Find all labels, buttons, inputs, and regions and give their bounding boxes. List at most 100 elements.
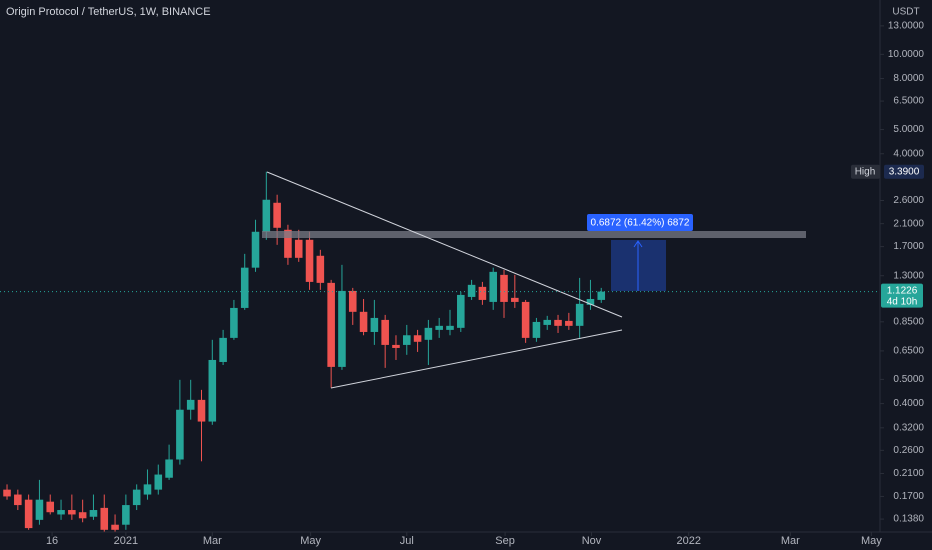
y-tick-label: 10.0000 xyxy=(888,49,925,60)
y-tick-label: 2.1000 xyxy=(893,218,924,229)
candle-body xyxy=(435,325,443,330)
x-tick-label: 2021 xyxy=(114,535,138,547)
candle-body xyxy=(240,267,249,308)
y-tick-label: 13.0000 xyxy=(888,21,925,32)
trend-line xyxy=(266,171,623,318)
candle-body xyxy=(273,202,281,228)
candle-body xyxy=(165,459,173,478)
y-tick-label: 0.1380 xyxy=(893,514,924,525)
candle-body xyxy=(122,505,130,525)
y-tick-label: 0.4000 xyxy=(893,398,924,409)
candle-body xyxy=(3,489,11,497)
y-tick-label: 4.0000 xyxy=(893,148,924,159)
candle-body xyxy=(316,255,325,283)
high-value-box xyxy=(884,164,924,179)
currency-label: USDT xyxy=(892,7,919,18)
candle-body xyxy=(424,327,433,340)
candle-body xyxy=(338,290,346,367)
candle-body xyxy=(46,501,55,513)
y-tick-label: 0.6500 xyxy=(893,346,924,357)
measure-label: 0.6872 (61.42%) 6872 xyxy=(591,218,690,229)
y-tick-label: 1.3000 xyxy=(893,270,924,281)
y-tick-label: 5.0000 xyxy=(893,124,924,135)
high-value-label: 3.3900 xyxy=(889,166,920,177)
candle-body xyxy=(35,499,44,520)
candle-body xyxy=(381,319,389,345)
candle-body xyxy=(24,499,33,529)
candle-body xyxy=(478,286,487,300)
candle-body xyxy=(575,303,584,326)
candle-body xyxy=(197,399,206,422)
measure-label-box xyxy=(587,214,693,231)
x-tick-label: 2022 xyxy=(677,535,701,547)
candle-body xyxy=(543,319,552,325)
candle-body xyxy=(359,311,368,332)
candle-body xyxy=(111,524,119,530)
trend-line xyxy=(330,329,623,389)
y-tick-label: 0.5000 xyxy=(893,374,924,385)
x-tick-label: Mar xyxy=(203,535,222,547)
candle-body xyxy=(219,337,227,362)
candle-body xyxy=(402,335,411,345)
candle-body xyxy=(457,294,465,328)
high-tag-label: High xyxy=(855,166,876,177)
candle-body xyxy=(511,297,519,302)
y-tick-label: 0.2600 xyxy=(893,445,924,456)
candle-body xyxy=(89,510,98,517)
candle-body xyxy=(78,512,87,519)
candle-body xyxy=(57,510,65,515)
candle-body xyxy=(597,291,606,300)
candle-body xyxy=(370,317,379,332)
x-tick-label: Sep xyxy=(495,535,515,547)
candle-body xyxy=(100,507,109,530)
candle-body xyxy=(305,239,314,282)
x-tick-label: Mar xyxy=(781,535,800,547)
last-price-box xyxy=(881,283,923,308)
candle-body xyxy=(230,307,238,338)
candle-body xyxy=(143,484,152,495)
candle-body xyxy=(521,301,530,338)
x-tick-label: 16 xyxy=(46,535,58,547)
last-price-label: 1.1226 xyxy=(887,285,918,296)
y-tick-label: 6.5000 xyxy=(893,96,924,107)
candle-body xyxy=(500,274,508,302)
x-tick-label: May xyxy=(300,535,321,547)
y-tick-label: 8.0000 xyxy=(893,73,924,84)
candle-body xyxy=(251,231,260,268)
candle-body xyxy=(489,271,497,302)
candle-body xyxy=(14,494,22,506)
candle-body xyxy=(284,229,292,258)
candle-body xyxy=(186,399,195,410)
candle-body xyxy=(154,474,163,490)
chart-title: Origin Protocol / TetherUS, 1W, BINANCE xyxy=(6,6,211,18)
candle-body xyxy=(446,325,454,330)
candle-body xyxy=(467,284,476,297)
candle-body xyxy=(208,359,217,422)
measure-arrowhead xyxy=(633,240,643,248)
y-tick-label: 0.8500 xyxy=(893,316,924,327)
candle-body xyxy=(532,321,541,338)
candle-body xyxy=(586,298,595,305)
countdown-label: 4d 10h xyxy=(887,296,918,307)
candle-body xyxy=(68,510,76,515)
y-tick-label: 2.6000 xyxy=(893,195,924,206)
y-tick-label: 1.7000 xyxy=(893,241,924,252)
x-tick-label: May xyxy=(861,535,882,547)
candle-body xyxy=(132,489,141,506)
high-tag xyxy=(851,164,880,179)
candle-body xyxy=(348,290,357,312)
x-tick-label: Jul xyxy=(400,535,414,547)
candle-body xyxy=(392,344,400,348)
candle-body xyxy=(413,335,422,342)
candle-body xyxy=(554,319,562,326)
y-tick-label: 0.3200 xyxy=(893,422,924,433)
candle-body xyxy=(294,239,303,258)
x-tick-label: Nov xyxy=(582,535,602,547)
resistance-band xyxy=(262,231,806,238)
y-tick-label: 0.1700 xyxy=(893,491,924,502)
candle-body xyxy=(327,282,335,367)
candle-body xyxy=(262,199,271,232)
candle-body xyxy=(176,409,184,460)
